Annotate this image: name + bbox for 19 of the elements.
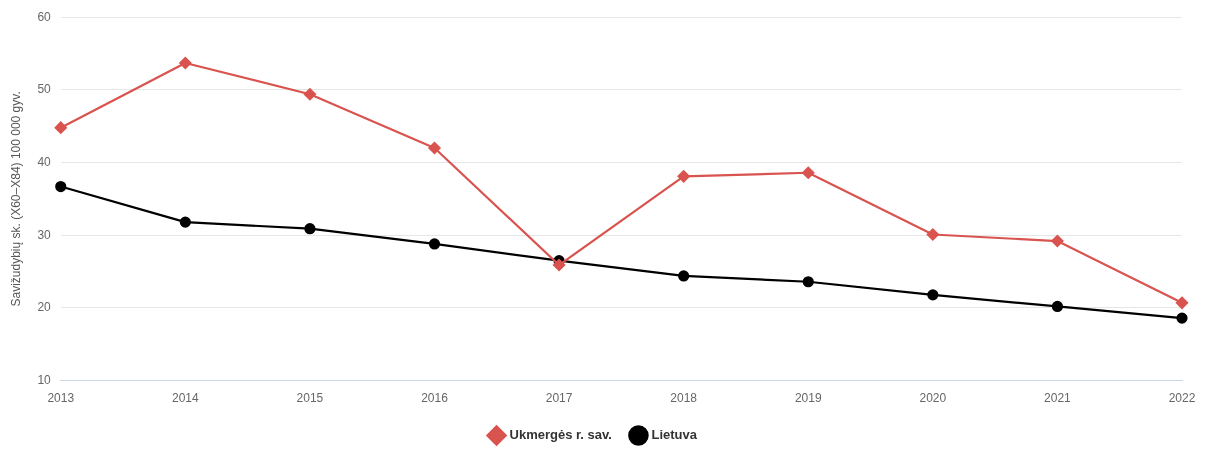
y-tick-label: 30 — [37, 227, 52, 242]
x-tick-label: 2021 — [1044, 391, 1072, 406]
x-tick-label: 2016 — [421, 391, 449, 406]
y-axis-title: Savižudybių sk. (X60–X84) 100 000 gyv. — [8, 91, 23, 307]
x-tick-label: 2017 — [545, 391, 573, 406]
y-tick-label: 40 — [37, 154, 52, 169]
x-tick-label: 2022 — [1168, 391, 1196, 406]
x-tick-label: 2013 — [47, 391, 75, 406]
y-tick-label: 50 — [37, 82, 52, 97]
x-tick-label: 2018 — [670, 391, 698, 406]
y-tick-label: 60 — [37, 9, 52, 24]
legend-label: Ukmergės r. sav. — [509, 427, 612, 443]
legend-label: Lietuva — [651, 427, 698, 443]
y-tick-label: 20 — [37, 300, 52, 315]
x-tick-label: 2020 — [919, 391, 947, 406]
x-tick-label: 2019 — [794, 391, 822, 406]
x-tick-label: 2015 — [296, 391, 324, 406]
x-tick-label: 2014 — [171, 391, 199, 406]
y-tick-label: 10 — [37, 372, 52, 387]
